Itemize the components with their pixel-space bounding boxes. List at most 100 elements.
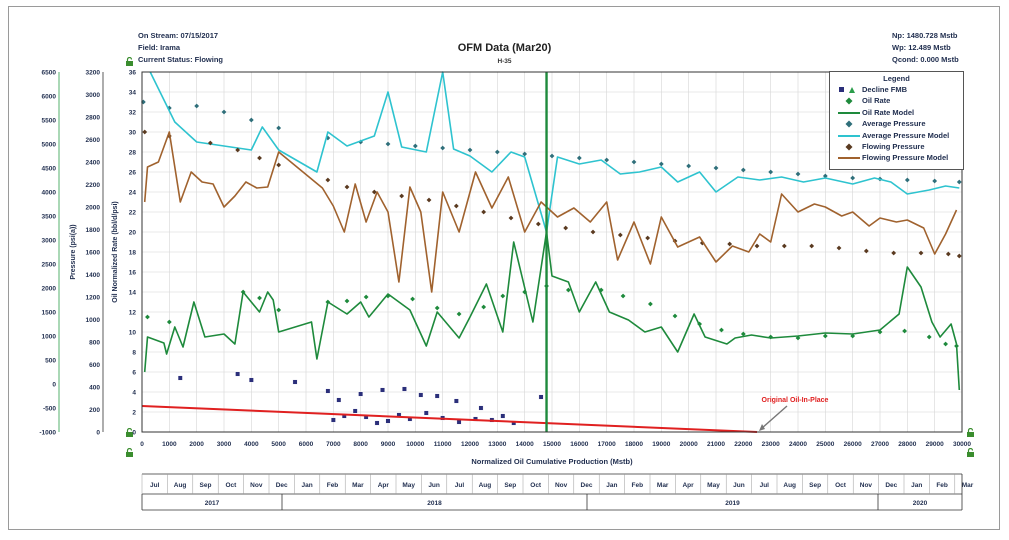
- point-flowing-pressure: [344, 184, 350, 190]
- month-label: Oct: [530, 482, 542, 489]
- lock-icon[interactable]: [966, 428, 975, 437]
- rate-tick-label: 32: [129, 110, 137, 117]
- series-oil-rate-model: [143, 231, 961, 391]
- point-flowing-pressure: [645, 235, 651, 241]
- point-flowing-pressure: [836, 245, 842, 251]
- point-decline-fmb: [402, 386, 407, 392]
- month-label: Jun: [428, 482, 440, 489]
- point-oil-rate: [566, 287, 571, 293]
- outer-tick-label: 3500: [42, 214, 57, 221]
- x-tick-label: 4000: [244, 441, 259, 448]
- year-label: 2019: [725, 500, 740, 507]
- point-oil-rate: [926, 334, 932, 340]
- month-label: Sep: [809, 482, 821, 489]
- month-label: Nov: [555, 482, 568, 489]
- pressure-tick-label: 2400: [86, 160, 101, 167]
- point-flowing-pressure: [727, 241, 733, 247]
- x-tick-label: 16000: [570, 441, 588, 448]
- pressure-tick-label: 3200: [86, 70, 101, 77]
- outer-tick-label: 6500: [42, 70, 57, 77]
- point-flowing-pressure: [945, 251, 951, 257]
- x-tick-label: 19000: [652, 441, 670, 448]
- x-tick-label: 5000: [271, 441, 286, 448]
- legend-label: Average Pressure Model: [862, 130, 950, 140]
- month-label: Sep: [504, 482, 516, 489]
- point-decline-fmb: [453, 398, 459, 404]
- point-oil-rate: [363, 294, 369, 300]
- point-flowing-pressure: [325, 177, 331, 183]
- rate-tick-label: 20: [129, 230, 137, 237]
- field-label: Field: Irama: [138, 43, 181, 52]
- wp-label: Wp: 12.489 Mstb: [892, 43, 951, 52]
- x-tick-label: 21000: [707, 441, 725, 448]
- chart-subtitle: H-35: [497, 58, 512, 65]
- point-decline-fmb: [325, 388, 331, 394]
- point-flowing-pressure: [207, 140, 213, 146]
- point-oil-rate: [877, 329, 883, 335]
- point-average-pressure: [194, 103, 200, 109]
- lock-icon[interactable]: [966, 448, 975, 457]
- point-flowing-pressure: [563, 225, 569, 231]
- point-average-pressure: [576, 155, 582, 161]
- annotation-arrow: [760, 405, 788, 430]
- point-average-pressure: [631, 159, 637, 165]
- point-flowing-pressure: [754, 243, 760, 249]
- x-tick-label: 2000: [189, 441, 204, 448]
- chart-frame: [8, 6, 1000, 530]
- month-label: Dec: [276, 482, 288, 489]
- month-label: Mar: [657, 482, 669, 489]
- point-flowing-pressure: [235, 147, 241, 153]
- legend-item-oil-rate: Oil Rate: [830, 96, 963, 106]
- x-tick-label: 26000: [844, 441, 862, 448]
- annotation-label: Original Oil-In-Place: [762, 397, 829, 404]
- legend-label: Oil Rate: [862, 96, 891, 106]
- status-label: Current Status: Flowing: [138, 55, 223, 64]
- point-average-pressure: [713, 165, 719, 171]
- pressure-tick-label: 0: [96, 430, 100, 437]
- point-average-pressure: [768, 169, 774, 175]
- point-oil-rate: [902, 328, 907, 334]
- x-tick-label: 17000: [598, 441, 616, 448]
- point-oil-rate: [850, 333, 856, 339]
- pressure-tick-label: 1600: [86, 250, 101, 257]
- point-average-pressure: [221, 109, 227, 115]
- pressure-tick-label: 1400: [86, 272, 101, 279]
- plot-border: [141, 71, 963, 433]
- point-average-pressure: [740, 167, 746, 173]
- point-oil-rate: [740, 331, 746, 337]
- point-flowing-pressure: [276, 162, 282, 168]
- rate-tick-label: 30: [129, 130, 137, 137]
- rate-tick-label: 16: [129, 270, 137, 277]
- point-decline-fmb: [423, 410, 429, 416]
- point-average-pressure: [412, 143, 418, 149]
- x-tick-label: 29000: [926, 441, 944, 448]
- point-decline-fmb: [352, 408, 358, 414]
- point-oil-rate: [385, 293, 391, 299]
- month-label: Jul: [455, 482, 465, 489]
- point-oil-rate: [257, 295, 262, 301]
- point-decline-fmb: [358, 391, 364, 397]
- point-flowing-pressure: [371, 189, 377, 195]
- legend-label: Average Pressure: [862, 119, 926, 129]
- outer-tick-label: 3000: [42, 238, 57, 245]
- legend-swatch: [839, 87, 855, 93]
- point-flowing-pressure: [918, 250, 924, 256]
- legend-label: Flowing Pressure: [862, 142, 925, 151]
- legend: Legend Decline FMB Oil Rate Oil Rate Model…: [829, 71, 964, 170]
- outer-tick-label: -1000: [39, 430, 56, 437]
- point-flowing-pressure: [891, 250, 897, 256]
- lock-icon[interactable]: [125, 428, 134, 437]
- lock-icon[interactable]: [125, 448, 134, 457]
- point-oil-rate: [500, 293, 506, 299]
- point-average-pressure: [494, 149, 500, 155]
- point-average-pressure: [140, 99, 146, 105]
- point-flowing-pressure: [863, 248, 869, 254]
- month-label: Nov: [250, 482, 263, 489]
- point-decline-fmb: [500, 413, 506, 419]
- x-tick-label: 9000: [381, 441, 396, 448]
- x-tick-label: 15000: [543, 441, 561, 448]
- lock-icon[interactable]: [125, 57, 134, 66]
- point-flowing-pressure: [508, 215, 514, 221]
- point-oil-rate: [620, 293, 626, 299]
- month-label: Jan: [301, 482, 312, 489]
